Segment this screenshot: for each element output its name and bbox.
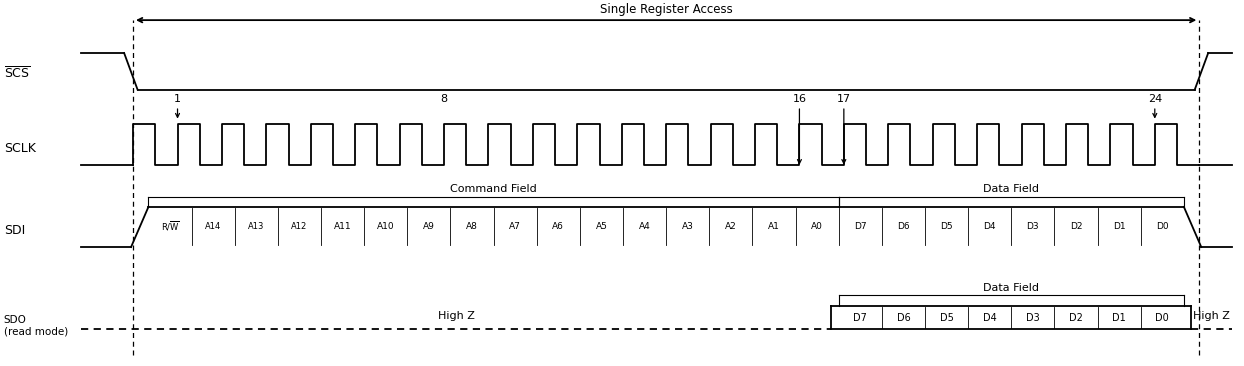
Text: A2: A2 <box>725 223 736 231</box>
Text: D1: D1 <box>1112 313 1126 322</box>
Text: Single Register Access: Single Register Access <box>600 3 733 16</box>
Text: A13: A13 <box>248 223 265 231</box>
Text: D7: D7 <box>853 223 867 231</box>
Text: D4: D4 <box>983 313 996 322</box>
Text: A7: A7 <box>509 223 521 231</box>
Text: A11: A11 <box>333 223 351 231</box>
Text: High Z: High Z <box>1193 311 1230 321</box>
Text: D0: D0 <box>1156 313 1169 322</box>
Text: 24: 24 <box>1148 94 1162 104</box>
Text: D2: D2 <box>1069 313 1084 322</box>
Text: Data Field: Data Field <box>983 283 1039 293</box>
Text: A10: A10 <box>377 223 394 231</box>
Text: 1: 1 <box>174 94 182 104</box>
Text: 16: 16 <box>792 94 806 104</box>
Text: D0: D0 <box>1156 223 1168 231</box>
Text: A8: A8 <box>466 223 478 231</box>
Text: D6: D6 <box>897 223 909 231</box>
Text: D5: D5 <box>939 313 953 322</box>
Text: High Z: High Z <box>438 311 474 321</box>
Text: A3: A3 <box>682 223 694 231</box>
Text: Data Field: Data Field <box>983 184 1039 194</box>
Text: A6: A6 <box>552 223 565 231</box>
Text: D7: D7 <box>853 313 867 322</box>
Text: D2: D2 <box>1070 223 1082 231</box>
Text: A5: A5 <box>596 223 607 231</box>
Text: Command Field: Command Field <box>450 184 537 194</box>
Text: D4: D4 <box>984 223 996 231</box>
Text: $\overline{\mathrm{SCS}}$: $\overline{\mathrm{SCS}}$ <box>4 66 30 81</box>
Text: SDI: SDI <box>4 224 25 237</box>
Text: D6: D6 <box>897 313 911 322</box>
Text: A14: A14 <box>205 223 221 231</box>
Text: SDO
(read mode): SDO (read mode) <box>4 315 68 337</box>
Text: A0: A0 <box>811 223 824 231</box>
Text: SCLK: SCLK <box>4 142 36 155</box>
Text: A1: A1 <box>768 223 780 231</box>
Text: D5: D5 <box>940 223 953 231</box>
Text: A4: A4 <box>638 223 651 231</box>
Text: R/$\overline{\mathrm{W}}$: R/$\overline{\mathrm{W}}$ <box>160 220 179 234</box>
Text: 17: 17 <box>837 94 851 104</box>
Text: D3: D3 <box>1026 223 1039 231</box>
Text: 8: 8 <box>440 94 448 104</box>
Text: D1: D1 <box>1113 223 1126 231</box>
Text: A12: A12 <box>291 223 307 231</box>
Text: D3: D3 <box>1026 313 1040 322</box>
Text: A9: A9 <box>423 223 435 231</box>
